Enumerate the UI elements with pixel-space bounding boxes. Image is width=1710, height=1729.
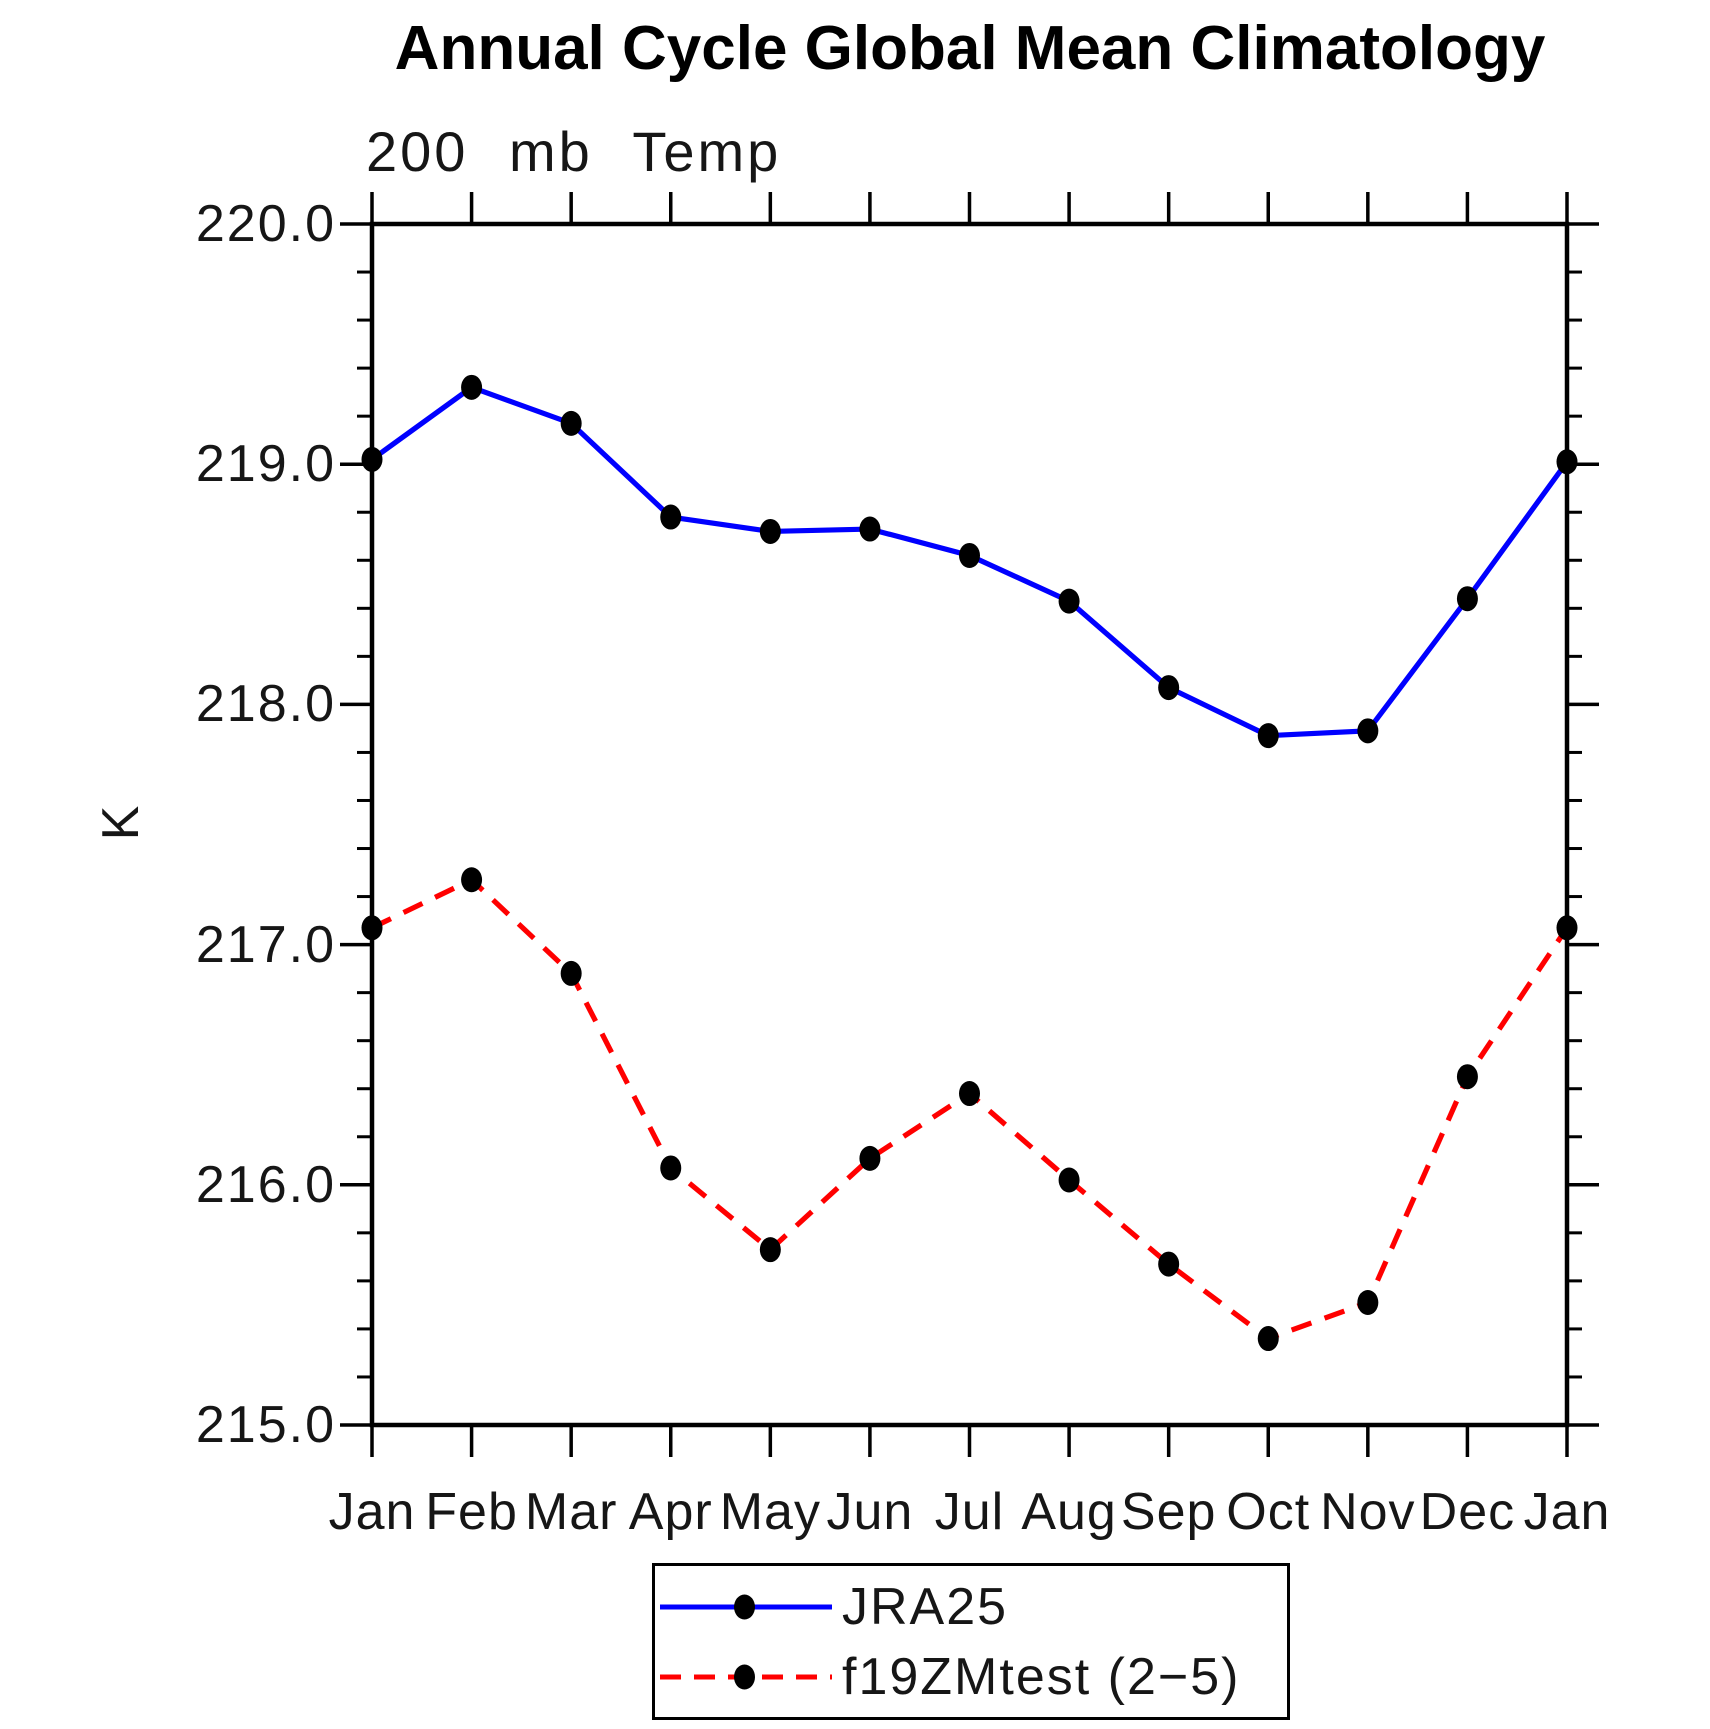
data-point [1556,449,1578,475]
data-point [361,446,383,472]
y-tick-label: 216.0 [195,1155,336,1214]
chart-title: Annual Cycle Global Mean Climatology [394,14,1546,83]
data-point [461,374,483,400]
x-tick-label: Jan [1523,1483,1611,1541]
data-point [759,1237,781,1263]
y-tick-label: 220.0 [195,195,336,253]
data-point [560,960,582,986]
data-point [660,504,682,530]
x-tick-label: Mar [524,1483,618,1541]
chart-subtitle: 200 mb Temp [366,120,782,183]
data-point [461,867,483,893]
data-point [959,1081,980,1107]
y-tick-label: 218.0 [195,675,336,734]
x-tick-label: Dec [1419,1483,1516,1541]
legend-marker-dot [734,1594,755,1620]
y-tick-label: 219.0 [195,435,336,494]
x-tick-label: Sep [1120,1483,1217,1541]
x-tick-label: Jul [934,1483,1005,1541]
data-point [361,915,383,941]
data-point [660,1155,682,1181]
x-tick-label: Apr [628,1483,713,1541]
data-point [1456,586,1478,612]
x-tick-label: Nov [1320,1483,1416,1541]
data-point [1556,915,1578,941]
x-tick-label: Jan [328,1483,416,1541]
axis-frame [369,221,1570,1428]
legend-label: f19ZMtest (2−5) [842,1648,1241,1706]
x-tick-label: Oct [1226,1483,1311,1541]
x-tick-label: May [719,1483,821,1541]
x-tick-label: Aug [1021,1483,1117,1541]
data-point [859,1145,881,1171]
data-point [1058,1167,1080,1193]
data-point [560,410,582,436]
data-point [1158,1251,1180,1277]
legend-label: JRA25 [842,1578,1009,1636]
data-point [1257,723,1279,749]
y-tick-label: 217.0 [195,915,336,974]
y-tick-label: 215.0 [195,1396,336,1454]
x-tick-label: Feb [425,1483,518,1541]
data-point [1357,1289,1379,1315]
data-point [859,516,881,542]
data-point [1357,718,1379,744]
data-point [959,542,980,568]
data-point [1456,1064,1478,1090]
legend-marker-dot [734,1664,755,1690]
legend-box: JRA25 f19ZMtest (2−5) [652,1563,1290,1720]
data-point [759,518,781,544]
data-point [1058,588,1080,614]
series-line-f19zmtest-2-5- [370,876,1570,1342]
data-point [1158,675,1180,701]
data-point [1257,1326,1279,1352]
x-tick-label: Jun [826,1483,914,1541]
